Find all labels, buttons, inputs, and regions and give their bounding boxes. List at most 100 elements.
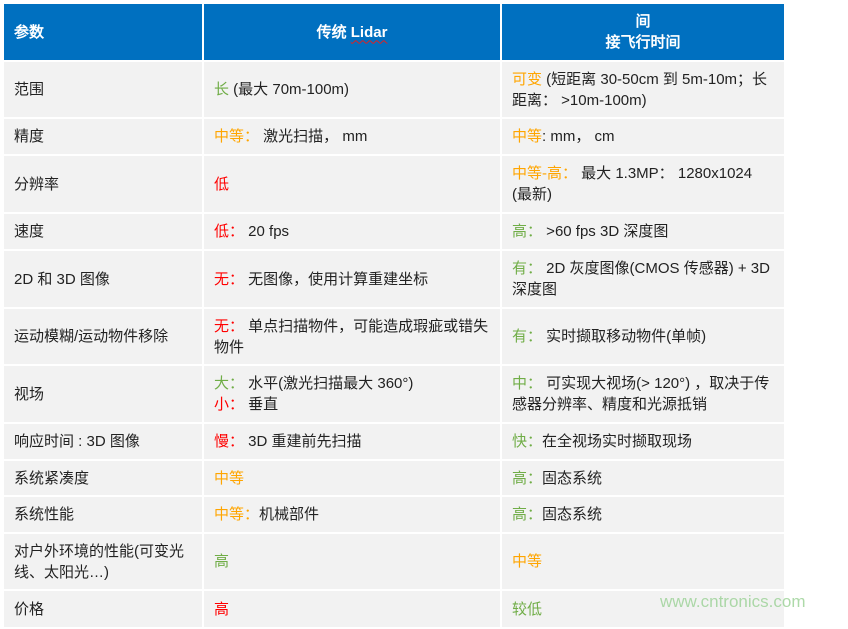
tof-cell: 中等-高： 最大 1.3MP： 1280x1024 (最新)	[502, 156, 784, 212]
lidar-cell: 高	[204, 591, 500, 627]
watermark: www.cntronics.com	[660, 592, 806, 611]
header-lidar-word: Lidar	[350, 23, 388, 41]
rating-label: 有：	[512, 260, 543, 277]
rating-label: 中：	[512, 375, 543, 392]
table-row: 精度 中等： 激光扫描， mm 中等: mm， cm	[4, 119, 784, 154]
cell-text: 垂直	[244, 396, 279, 413]
header-tof: 间接飞行时间	[502, 4, 784, 60]
lidar-cell: 长 (最大 70m-100m)	[204, 62, 500, 117]
rating-label: 有：	[512, 328, 543, 345]
tof-cell: 可变 (短距离 30-50cm 到 5m-10m；长距离： >10m-100m)	[502, 62, 784, 117]
table-row: 响应时间 : 3D 图像 慢： 3D 重建前先扫描 快：在全视场实时撷取现场	[4, 424, 784, 459]
tof-cell: 高：固态系统	[502, 497, 784, 532]
param-cell: 速度	[4, 214, 202, 249]
rating-label: 高：	[512, 469, 543, 487]
table-row: 系统紧凑度 中等 高：固态系统	[4, 461, 784, 495]
cell-text: 2D 灰度图像(CMOS 传感器) + 3D 深度图	[512, 260, 770, 298]
header-param: 参数	[4, 4, 202, 60]
lidar-cell: 无： 无图像，使用计算重建坐标	[204, 251, 500, 307]
table-row: 视场 大： 水平(激光扫描最大 360°) 小： 垂直 中： 可实现大视场(> 120…	[4, 366, 784, 422]
cell-text: (最大 70m-100m)	[229, 81, 350, 98]
rating-label: 中等：	[214, 128, 260, 145]
header-tof-line1: 间	[635, 13, 651, 30]
param-cell: 分辨率	[4, 156, 202, 212]
tof-cell: 有： 2D 灰度图像(CMOS 传感器) + 3D 深度图	[502, 251, 784, 307]
cell-text: 最大 1.3MP： 1280x1024 (最新)	[512, 165, 753, 203]
rating-label: 中等	[214, 469, 245, 487]
cell-text: 3D 重建前先扫描	[244, 433, 362, 450]
tof-cell: 高： >60 fps 3D 深度图	[502, 214, 784, 249]
table-row: 速度 低： 20 fps 高： >60 fps 3D 深度图	[4, 214, 784, 249]
tof-cell: 中： 可实现大视场(> 120°) ，取决于传感器分辨率、精度和光源抵销	[502, 366, 784, 422]
param-cell: 精度	[4, 119, 202, 154]
rating-label: 长	[214, 81, 230, 98]
comparison-table: 参数 传统 Lidar 间接飞行时间 范围长 (最大 70m-100m) 可变 (…	[2, 2, 786, 629]
table-row: 运动模糊/运动物件移除 无： 单点扫描物件，可能造成瑕疵或错失物件 有： 实时撷取移…	[4, 309, 784, 364]
rating-label: 中等	[512, 128, 543, 145]
rating-label: 大：	[214, 375, 245, 392]
rating-label: 小：	[214, 396, 245, 413]
tof-cell: 高：固态系统	[502, 461, 784, 495]
cell-text: 20 fps	[244, 223, 290, 240]
lidar-cell: 中等：机械部件	[204, 497, 500, 532]
rating-label: 中等	[512, 553, 543, 570]
cell-text: 固态系统	[542, 469, 603, 487]
rating-label: 较低	[512, 600, 543, 618]
header-lidar-prefix: 传统	[316, 23, 351, 41]
cell-text: 机械部件	[259, 506, 320, 523]
rating-label: 高	[214, 600, 230, 618]
rating-label: 中等-高：	[512, 165, 577, 182]
rating-label: 无：	[214, 270, 245, 288]
lidar-cell: 低： 20 fps	[204, 214, 500, 249]
param-cell: 价格	[4, 591, 202, 627]
lidar-cell: 慢： 3D 重建前先扫描	[204, 424, 500, 459]
cell-text: 在全视场实时撷取现场	[542, 433, 693, 450]
table-row: 分辨率低 中等-高： 最大 1.3MP： 1280x1024 (最新)	[4, 156, 784, 212]
header-tof-line2: 接飞行时间	[605, 34, 681, 51]
rating-label: 高	[214, 553, 230, 570]
param-cell: 范围	[4, 62, 202, 117]
param-cell: 运动模糊/运动物件移除	[4, 309, 202, 364]
table-row: 对户外环境的性能(可变光线、太阳光…) 高 中等	[4, 534, 784, 589]
table-row: 2D 和 3D 图像 无： 无图像，使用计算重建坐标 有： 2D 灰度图像(CMOS…	[4, 251, 784, 307]
tof-cell: 中等	[502, 534, 784, 589]
lidar-cell: 中等	[204, 461, 500, 495]
param-cell: 系统性能	[4, 497, 202, 532]
rating-label: 中等：	[214, 506, 260, 523]
param-cell: 对户外环境的性能(可变光线、太阳光…)	[4, 534, 202, 589]
cell-text: 实时撷取移动物件(单帧)	[542, 328, 707, 345]
rating-label: 低：	[214, 223, 245, 240]
cell-text: 激光扫描， mm	[259, 128, 368, 145]
table-row: 范围长 (最大 70m-100m) 可变 (短距离 30-50cm 到 5m-10…	[4, 62, 784, 117]
lidar-cell: 中等： 激光扫描， mm	[204, 119, 500, 154]
cell-text: : mm， cm	[542, 128, 615, 145]
rating-label: 高：	[512, 506, 543, 523]
param-cell: 2D 和 3D 图像	[4, 251, 202, 307]
param-cell: 响应时间 : 3D 图像	[4, 424, 202, 459]
rating-label: 可变	[512, 70, 543, 88]
rating-label: 高：	[512, 223, 543, 240]
cell-text: 固态系统	[542, 506, 603, 523]
tof-cell: 有： 实时撷取移动物件(单帧)	[502, 309, 784, 364]
rating-label: 无：	[214, 317, 245, 335]
cell-text: (短距离 30-50cm 到 5m-10m；长距离： >10m-100m)	[512, 70, 768, 109]
param-cell: 系统紧凑度	[4, 461, 202, 495]
rating-label: 快：	[512, 433, 543, 450]
rating-label: 慢：	[214, 433, 245, 450]
lidar-cell: 大： 水平(激光扫描最大 360°) 小： 垂直	[204, 366, 500, 422]
rating-label: 低	[214, 175, 230, 193]
tof-cell: 中等: mm， cm	[502, 119, 784, 154]
lidar-cell: 高	[204, 534, 500, 589]
lidar-cell: 低	[204, 156, 500, 212]
header-row: 参数 传统 Lidar 间接飞行时间	[4, 4, 784, 60]
cell-text: 单点扫描物件，可能造成瑕疵或错失物件	[214, 317, 489, 356]
table-row: 系统性能 中等：机械部件 高：固态系统	[4, 497, 784, 532]
cell-text: 可实现大视场(> 120°) ，取决于传感器分辨率、精度和光源抵销	[512, 375, 770, 413]
cell-text: >60 fps 3D 深度图	[542, 223, 669, 240]
cell-text: 水平(激光扫描最大 360°)	[244, 375, 414, 392]
header-lidar: 传统 Lidar	[204, 4, 500, 60]
cell-text: 无图像，使用计算重建坐标	[244, 270, 429, 288]
lidar-cell: 无： 单点扫描物件，可能造成瑕疵或错失物件	[204, 309, 500, 364]
param-cell: 视场	[4, 366, 202, 422]
tof-cell: 快：在全视场实时撷取现场	[502, 424, 784, 459]
